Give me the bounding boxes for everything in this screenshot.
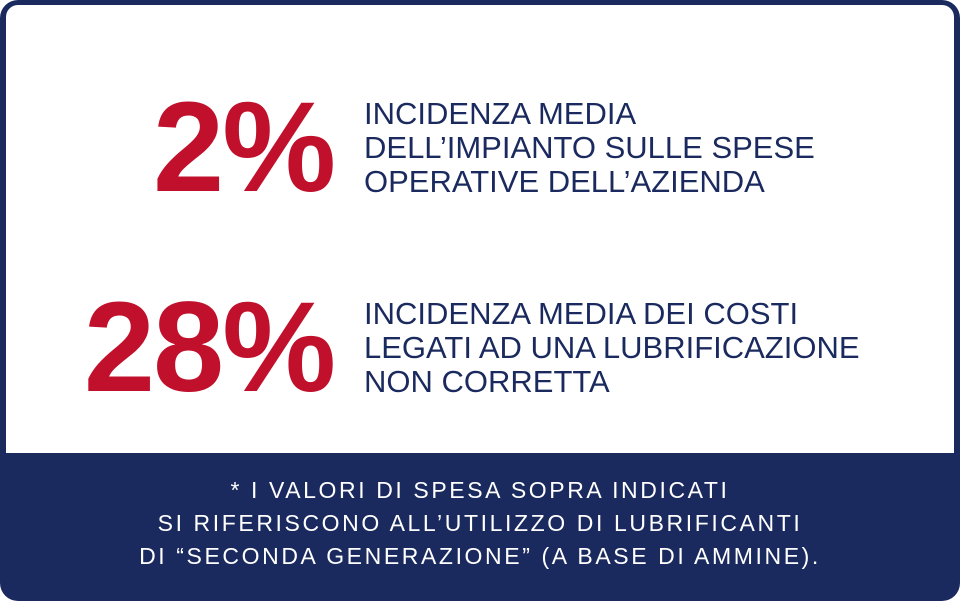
stat-description-line: OPERATIVE DELL’AZIENDA	[364, 164, 765, 199]
stat-description-line: LEGATI AD UNA LUBRIFICAZIONE	[364, 330, 860, 365]
stat-block-plant-impact: 2% INCIDENZA MEDIA DELL’IMPIANTO SULLE S…	[6, 83, 954, 213]
stat-value: 28%	[83, 276, 336, 419]
footnote-line: SI RIFERISCONO ALL’UTILIZZO DI LUBRIFICA…	[157, 510, 803, 536]
stat-block-lubrication-costs: 28% INCIDENZA MEDIA DEI COSTI LEGATI AD …	[6, 283, 954, 413]
stat-description-line: DELL’IMPIANTO SULLE SPESE	[364, 130, 815, 165]
footnote-line: DI “SECONDA GENERAZIONE” (A BASE DI AMMI…	[139, 543, 821, 569]
stat-value: 2%	[153, 76, 336, 219]
stat-description: INCIDENZA MEDIA DEI COSTI LEGATI AD UNA …	[364, 297, 860, 399]
stats-panel: 2% INCIDENZA MEDIA DELL’IMPIANTO SULLE S…	[6, 5, 954, 453]
footnote: * I VALORI DI SPESA SOPRA INDICATI SI RI…	[0, 474, 960, 573]
stat-description: INCIDENZA MEDIA DELL’IMPIANTO SULLE SPES…	[364, 97, 815, 199]
stat-description-line: INCIDENZA MEDIA DEI COSTI	[364, 296, 799, 331]
footnote-line: * I VALORI DI SPESA SOPRA INDICATI	[230, 477, 730, 503]
stat-description-line: INCIDENZA MEDIA	[364, 96, 637, 131]
stat-description-line: NON CORRETTA	[364, 364, 610, 399]
